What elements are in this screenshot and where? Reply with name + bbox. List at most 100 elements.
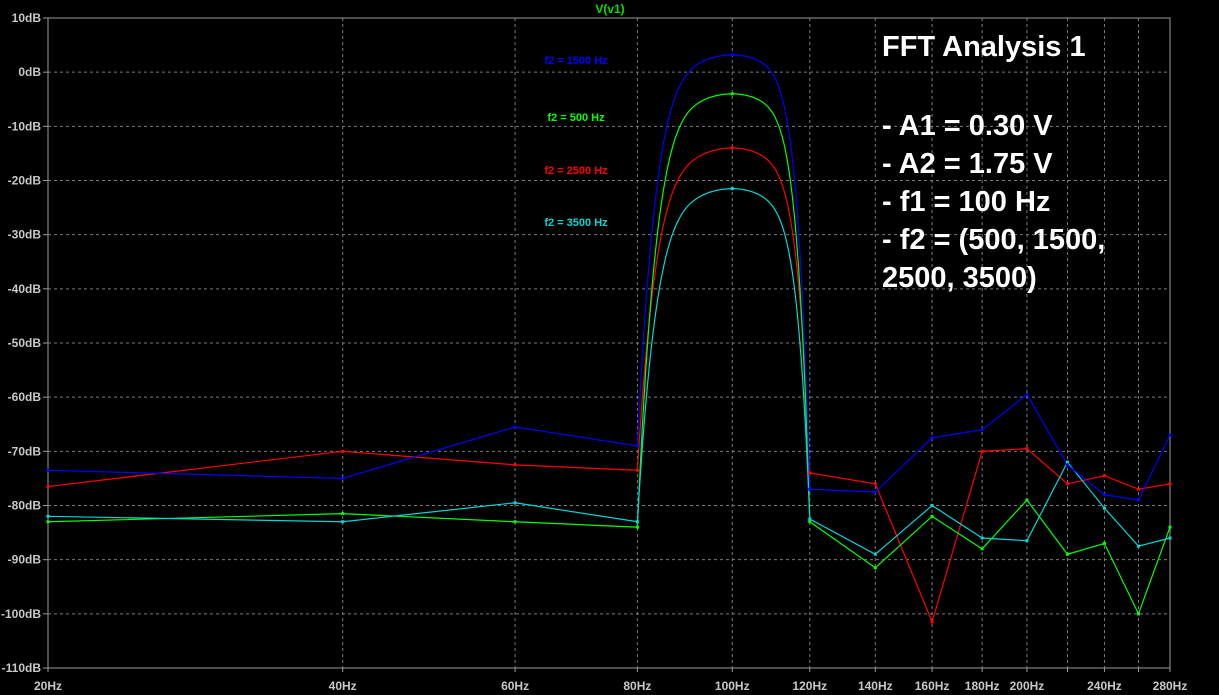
data-point	[980, 547, 984, 551]
x-tick-label: 160Hz	[915, 679, 950, 693]
y-tick-label: -30dB	[8, 228, 42, 242]
x-tick-label: 40Hz	[329, 679, 357, 693]
chart-title: V(v1)	[595, 2, 624, 16]
data-point	[808, 487, 812, 491]
x-tick-label: 180Hz	[965, 679, 1000, 693]
data-point	[635, 520, 639, 524]
data-point	[1065, 463, 1069, 467]
data-point	[341, 512, 345, 516]
data-point	[730, 53, 734, 57]
chart-series	[47, 54, 1171, 624]
series-line	[47, 147, 1171, 624]
y-tick-label: 10dB	[12, 11, 42, 25]
data-point	[873, 552, 877, 556]
annotation-line-f2-cont: 2500, 3500)	[882, 262, 1037, 294]
x-tick-label: 200Hz	[1010, 679, 1045, 693]
data-point	[341, 449, 345, 453]
data-point	[1102, 474, 1106, 478]
annotation-box: FFT Analysis 1 - A1 = 0.30 V - A2 = 1.75…	[882, 28, 1105, 297]
data-point	[1065, 482, 1069, 486]
data-point	[1025, 447, 1029, 451]
series-line	[47, 93, 1171, 616]
x-tick-label: 20Hz	[34, 679, 62, 693]
data-point	[808, 471, 812, 475]
data-point	[930, 514, 934, 518]
x-tick-label: 140Hz	[858, 679, 893, 693]
data-point	[46, 485, 50, 489]
data-point	[1136, 544, 1140, 548]
x-tick-label: 120Hz	[792, 679, 827, 693]
annotation-line-a1: - A1 = 0.30 V	[882, 110, 1053, 142]
data-point	[1136, 612, 1140, 616]
series-label: f2 = 2500 Hz	[544, 165, 608, 177]
y-tick-label: -60dB	[8, 390, 42, 404]
data-point	[730, 92, 734, 96]
data-point	[46, 514, 50, 518]
data-point	[1025, 539, 1029, 543]
y-tick-label: -110dB	[2, 661, 42, 675]
data-point	[513, 520, 517, 524]
chart-markers	[46, 53, 1172, 624]
data-point	[46, 520, 50, 524]
data-point	[1136, 498, 1140, 502]
y-tick-label: -50dB	[8, 336, 42, 350]
data-point	[930, 436, 934, 440]
data-point	[730, 146, 734, 150]
chart-grid	[48, 18, 1170, 668]
annotation-line-f1: - f1 = 100 Hz	[882, 186, 1051, 218]
series-label: f2 = 3500 Hz	[544, 217, 608, 229]
y-tick-label: -10dB	[8, 119, 42, 133]
series-label: f2 = 500 Hz	[547, 112, 605, 124]
data-point	[341, 476, 345, 480]
y-tick-label: -90dB	[8, 553, 42, 567]
data-point	[980, 536, 984, 540]
x-tick-label: 240Hz	[1087, 679, 1122, 693]
data-point	[808, 520, 812, 524]
data-point	[1102, 493, 1106, 497]
data-point	[1065, 552, 1069, 556]
chart-axes: 20Hz 40Hz 60Hz 80Hz 100Hz 120Hz 140Hz 160Hz 180H…	[1, 11, 1187, 693]
y-tick-label: -100dB	[1, 607, 41, 621]
annotation-spacer	[882, 66, 1105, 107]
data-point	[730, 187, 734, 191]
y-tick-label: -80dB	[8, 499, 42, 513]
data-point	[46, 468, 50, 472]
annotation-line-f2: - f2 = (500, 1500,	[882, 224, 1106, 256]
data-point	[635, 444, 639, 448]
data-point	[980, 449, 984, 453]
annotation-line-a2: - A2 = 1.75 V	[882, 148, 1053, 180]
chart-labels: f2 = 1500 Hz f2 = 500 Hz f2 = 2500 Hz f2 = …	[544, 55, 608, 229]
data-point	[873, 482, 877, 486]
y-tick-label: -20dB	[8, 174, 42, 188]
annotation-heading: FFT Analysis 1	[882, 31, 1086, 63]
series-label: f2 = 1500 Hz	[544, 55, 608, 67]
x-tick-label: 100Hz	[715, 679, 750, 693]
y-tick-label: -70dB	[8, 444, 42, 458]
x-tick-label: 80Hz	[623, 679, 651, 693]
x-tick-label: 60Hz	[501, 679, 529, 693]
data-point	[873, 566, 877, 570]
data-point	[1025, 498, 1029, 502]
data-point	[1136, 487, 1140, 491]
data-point	[1102, 506, 1106, 510]
data-point	[635, 468, 639, 472]
data-point	[980, 428, 984, 432]
data-point	[873, 490, 877, 494]
data-point	[1168, 433, 1172, 437]
data-point	[930, 504, 934, 507]
data-point	[1168, 482, 1172, 486]
data-point	[930, 620, 934, 624]
data-point	[513, 463, 517, 467]
data-point	[808, 517, 812, 521]
data-point	[1168, 525, 1172, 529]
data-point	[513, 501, 517, 505]
x-tick-label: 280Hz	[1153, 679, 1188, 693]
y-tick-label: -40dB	[8, 282, 42, 296]
series-line	[47, 54, 1171, 501]
y-tick-label: 0dB	[18, 65, 41, 79]
data-point	[635, 525, 639, 529]
data-point	[1025, 392, 1029, 396]
data-point	[1102, 541, 1106, 545]
data-point	[513, 425, 517, 429]
